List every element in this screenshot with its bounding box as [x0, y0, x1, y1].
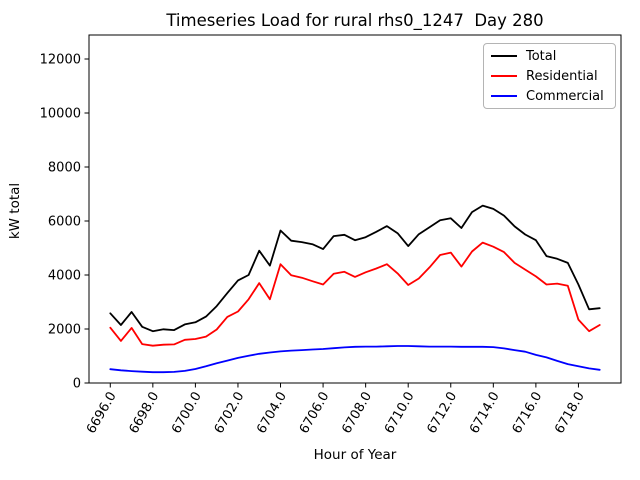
x-tick-label: 6718.0: [552, 390, 588, 437]
series-line-commercial: [109, 345, 601, 374]
chart-title: Timeseries Load for rural rhs0_1247 Day …: [166, 11, 544, 30]
x-tick-label: 6696.0: [84, 390, 120, 437]
legend-line-commercial-icon: [491, 94, 517, 98]
series-line-residential: [109, 241, 601, 347]
axes-frame: [88, 34, 622, 384]
y-tick-label: 10000: [40, 107, 81, 122]
series-line-total: [109, 204, 601, 333]
x-tick-label: 6712.0: [424, 390, 460, 437]
legend-line-residential-icon: [491, 74, 517, 78]
y-tick-label: 6000: [48, 215, 81, 230]
y-tick-label: 4000: [48, 269, 81, 284]
x-tick-label: 6706.0: [297, 390, 333, 437]
legend-label-commercial: Commercial: [526, 88, 604, 104]
x-tick-label: 6714.0: [467, 390, 503, 437]
y-tick-label: 12000: [40, 53, 81, 68]
legend-item-residential: Residential: [484, 66, 615, 86]
legend-line-total-icon: [491, 54, 517, 58]
legend-item-commercial: Commercial: [484, 86, 615, 106]
legend-item-total: Total: [484, 46, 615, 66]
y-axis-label: kW total: [7, 182, 23, 240]
x-tick-label: 6716.0: [510, 390, 546, 437]
legend: Total Residential Commercial: [483, 43, 616, 109]
x-tick-label: 6700.0: [169, 390, 205, 437]
legend-label-residential: Residential: [526, 68, 598, 84]
x-axis-label: Hour of Year: [313, 447, 397, 463]
legend-label-total: Total: [526, 48, 557, 64]
x-tick-label: 6704.0: [254, 390, 290, 437]
x-tick-label: 6702.0: [212, 390, 248, 437]
x-tick-label: 6708.0: [339, 390, 375, 437]
y-tick-label: 0: [73, 377, 81, 392]
x-tick-label: 6710.0: [382, 390, 418, 437]
x-tick-label: 6698.0: [127, 390, 163, 437]
y-tick-label: 2000: [48, 323, 81, 338]
y-tick-label: 8000: [48, 161, 81, 176]
